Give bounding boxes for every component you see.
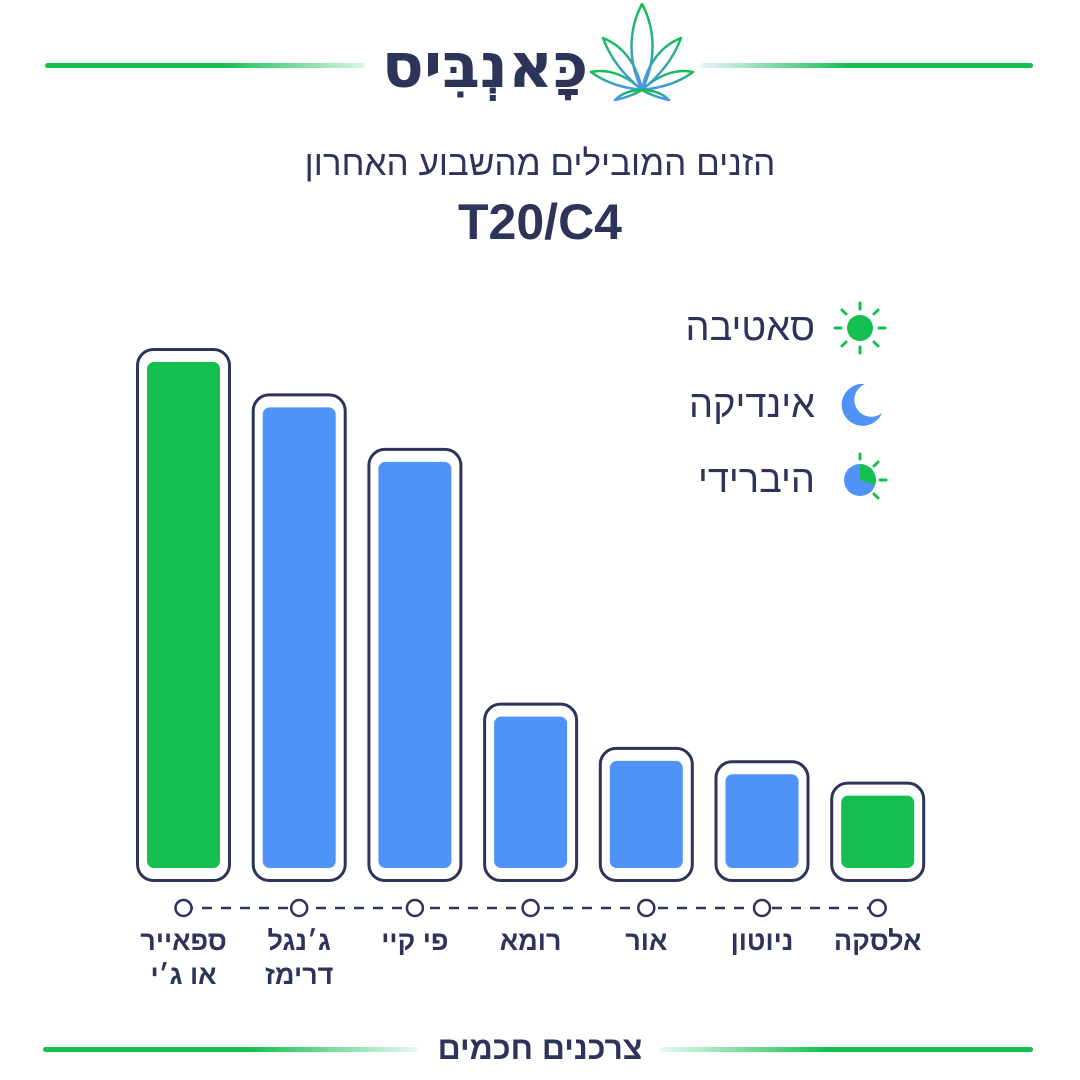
legend-label: אינדיקה [689,384,815,426]
footer-tagline: צרכנים חכמים [437,1030,643,1066]
header-divider-right [700,63,1033,68]
x-tick-label: אלסקה [833,926,922,956]
legend-item-sativa: סאטיבה [560,298,890,358]
chart-subtitle: הזנים המובילים מהשבוע האחרון [304,144,776,183]
x-tick-label: ג׳נגל דרימז [265,926,334,990]
x-tick-label: ספאייר או ג׳י [140,926,227,990]
sun-icon [833,301,887,355]
axis-tick-dot [521,898,540,918]
bar [494,716,568,868]
bar [725,774,799,868]
half-sun-moon-icon [844,452,888,500]
axis-tick-dot [289,898,309,918]
bar [378,461,452,868]
footer-divider-right [660,1047,1033,1052]
x-tick-label: פי קיי [381,926,449,956]
header-divider-left [45,63,365,68]
x-tick-label: אור [625,926,668,956]
bar [262,407,336,868]
axis-tick-dot [752,898,772,918]
legend-item-hybrid: היברידי [560,450,890,510]
footer-divider-left [43,1047,418,1052]
bar [609,760,683,868]
bar [841,795,915,868]
axis-tick-dot [405,898,425,918]
chart-title: T20/C4 [458,194,622,250]
cannabis-leaf-icon [589,2,695,106]
legend-label: היברידי [697,459,815,501]
axis-tick-dot [174,898,193,918]
moon-icon [841,383,882,426]
brand-logo-text: כָּאנְבִּיס [381,29,589,102]
legend-item-indica: אינדיקה [560,375,890,435]
x-tick-label: רומא [499,926,562,956]
legend-label: סאטיבה [685,307,815,349]
bar [147,362,220,868]
axis-tick-dot [637,898,656,918]
x-tick-label: ניוטון [730,926,794,956]
axis-tick-dot [868,898,887,918]
